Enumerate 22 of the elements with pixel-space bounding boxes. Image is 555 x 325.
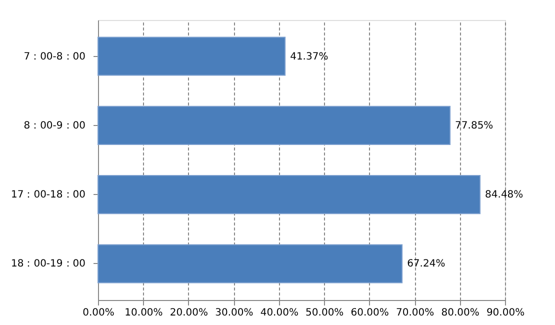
x-tick-label: 30.00% — [215, 308, 254, 318]
data-label: 84.48% — [485, 190, 524, 201]
data-label: 77.85% — [455, 120, 494, 132]
data-label: 67.24% — [407, 258, 446, 270]
y-tick-label: 17：00-18：00 — [10, 190, 86, 201]
y-tick-label: 18：00-19：00 — [10, 258, 86, 270]
x-tick-label: 10.00% — [124, 308, 163, 318]
bar — [98, 244, 403, 284]
x-tick-label: 40.00% — [260, 308, 298, 318]
bar — [98, 175, 481, 214]
data-label: 41.37% — [290, 51, 328, 62]
bar — [98, 106, 451, 145]
y-tick-label: 8：00-9：00 — [24, 120, 86, 132]
x-tick-label: 0.00% — [82, 308, 114, 318]
x-tick-label: 90.00% — [486, 308, 525, 318]
y-tick-label: 7：00-8：00 — [24, 51, 86, 62]
x-tick-label: 50.00% — [306, 308, 344, 318]
x-tick-label: 80.00% — [441, 308, 480, 318]
x-tick-label: 60.00% — [350, 308, 389, 318]
x-tick-label: 70.00% — [396, 308, 434, 318]
x-tick-label: 20.00% — [170, 308, 208, 318]
bar — [98, 36, 286, 76]
